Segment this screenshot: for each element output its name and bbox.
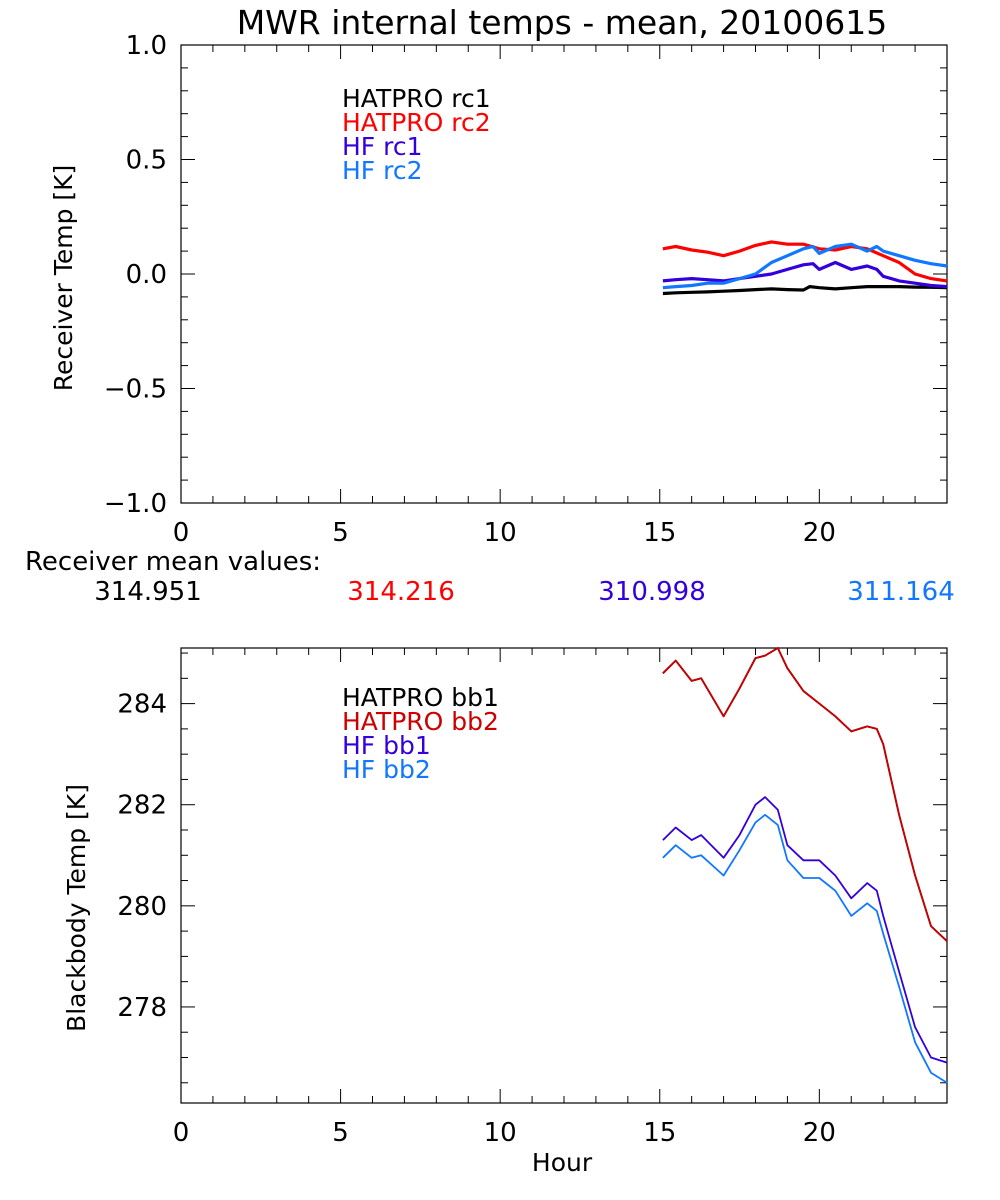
chart-title: MWR internal temps - mean, 20100615 (237, 3, 888, 42)
series-line-hatpro-rc1 (662, 285, 948, 296)
receiver-mean-value: 314.216 (347, 577, 455, 607)
series-line-hf-bb1 (662, 796, 948, 1064)
x-tick-label: 20 (803, 518, 836, 548)
legend-entry-hf-bb2: HF bb2 (342, 755, 431, 784)
receiver-means: Receiver mean values: 314.951 314.216 310.… (25, 547, 955, 607)
x-tick-label: 10 (484, 518, 517, 548)
legend-entry-hatpro-rc2: HATPRO rc2 (342, 108, 491, 137)
legend-entry-hf-rc2: HF rc2 (342, 156, 423, 185)
series-line-hf-rc1 (662, 260, 948, 289)
series-line-hf-bb2 (662, 813, 948, 1084)
legend-entry-hatpro-bb2: HATPRO bb2 (342, 707, 499, 736)
series-line-hatpro-bb2 (662, 647, 948, 942)
receiver-temp-chart: 0 5 10 15 20 1.0 0.5 0.0 −0.5 −1.0 HATPRO rc1HATP… (49, 31, 948, 548)
y-tick-label: 282 (117, 791, 167, 821)
y-tick-label: −1.0 (104, 489, 167, 519)
y-tick-label: 1.0 (126, 31, 167, 61)
y-tick-label: 0.5 (126, 146, 167, 176)
receiver-mean-value: 310.998 (598, 577, 706, 607)
blackbody-x-axis-label: Hour (532, 1148, 593, 1177)
receiver-plot-frame (180, 44, 948, 504)
blackbody-y-axis-label: Blackbody Temp [K] (62, 784, 91, 1032)
x-tick-label: 5 (332, 518, 349, 548)
x-tick-label: 15 (643, 1118, 676, 1148)
x-tick-label: 0 (173, 1118, 190, 1148)
y-tick-label: 0.0 (126, 260, 167, 290)
series-line-hf-rc2 (662, 242, 948, 290)
y-tick-label: 278 (117, 993, 167, 1023)
x-tick-label: 15 (643, 518, 676, 548)
y-tick-label: 284 (117, 690, 167, 720)
receiver-mean-value: 314.951 (94, 577, 202, 607)
receiver-mean-value: 311.164 (847, 577, 955, 607)
x-tick-label: 5 (332, 1118, 349, 1148)
x-tick-label: 20 (803, 1118, 836, 1148)
x-tick-label: 0 (173, 518, 190, 548)
legend-entry-hatpro-bb1: HATPRO bb1 (342, 683, 499, 712)
blackbody-plot-frame (180, 647, 948, 1104)
x-tick-label: 10 (484, 1118, 517, 1148)
receiver-y-axis-label: Receiver Temp [K] (49, 165, 78, 392)
legend-entry-hf-bb1: HF bb1 (342, 731, 431, 760)
receiver-means-label: Receiver mean values: (25, 547, 321, 577)
y-tick-label: −0.5 (104, 375, 167, 405)
y-tick-label: 280 (117, 892, 167, 922)
legend-entry-hf-rc1: HF rc1 (342, 132, 423, 161)
series-line-hatpro-rc2 (662, 240, 948, 283)
legend-entry-hatpro-rc1: HATPRO rc1 (342, 84, 491, 113)
